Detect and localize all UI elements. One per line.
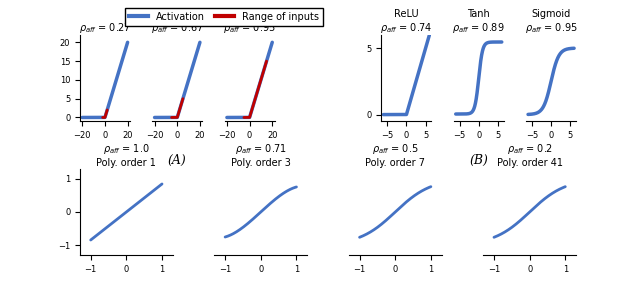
Title: ReLU
$\rho_{aff}$ = 0.74: ReLU $\rho_{aff}$ = 0.74 <box>380 9 433 35</box>
Legend: Activation, Range of inputs: Activation, Range of inputs <box>125 8 323 26</box>
Title: $\rho_{aff}$ = 0.5
Poly. order 7: $\rho_{aff}$ = 0.5 Poly. order 7 <box>365 142 425 168</box>
Title: $\rho_{aff}$ = 0.95: $\rho_{aff}$ = 0.95 <box>223 21 276 35</box>
Title: $\rho_{aff}$ = 1.0
Poly. order 1: $\rho_{aff}$ = 1.0 Poly. order 1 <box>97 142 156 168</box>
Title: Sigmoid
$\rho_{aff}$ = 0.95: Sigmoid $\rho_{aff}$ = 0.95 <box>525 9 577 35</box>
Title: $\rho_{aff}$ = 0.2
Poly. order 41: $\rho_{aff}$ = 0.2 Poly. order 41 <box>497 142 563 168</box>
Text: (A): (A) <box>168 154 187 167</box>
Text: (B): (B) <box>469 154 488 167</box>
Title: $\rho_{aff}$ = 0.67: $\rho_{aff}$ = 0.67 <box>151 21 204 35</box>
Title: $\rho_{aff}$ = 0.71
Poly. order 3: $\rho_{aff}$ = 0.71 Poly. order 3 <box>231 142 291 168</box>
Title: Tanh
$\rho_{aff}$ = 0.89: Tanh $\rho_{aff}$ = 0.89 <box>452 9 505 35</box>
Title: $\rho_{aff}$ = 0.27: $\rho_{aff}$ = 0.27 <box>79 21 131 35</box>
